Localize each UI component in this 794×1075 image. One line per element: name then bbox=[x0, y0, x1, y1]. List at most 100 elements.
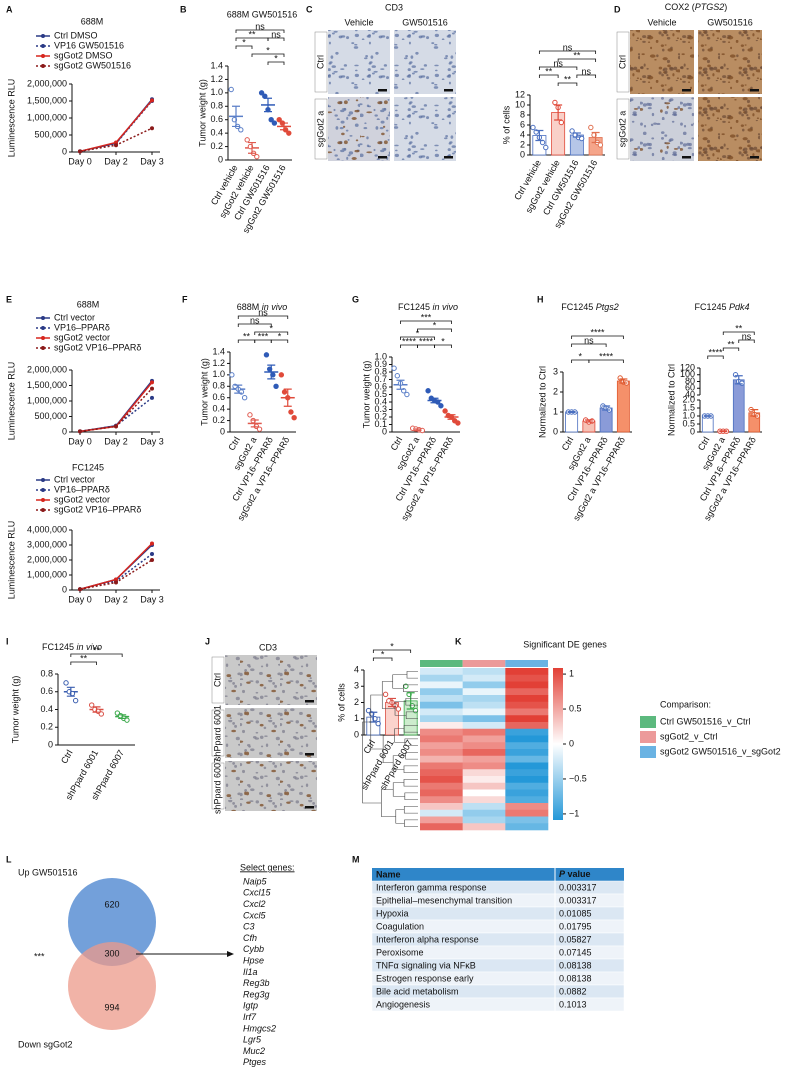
chart-title: 688M bbox=[81, 16, 104, 26]
data-point bbox=[530, 124, 536, 131]
scale-bar bbox=[444, 89, 453, 92]
significance-label: **** bbox=[419, 336, 434, 346]
y-tick-label: 0 bbox=[520, 149, 525, 159]
significance-bracket bbox=[588, 359, 624, 363]
dendrogram-branch bbox=[362, 721, 382, 804]
significance-bracket bbox=[738, 339, 755, 343]
data-point bbox=[404, 391, 410, 398]
colorbar-tick-label: −1 bbox=[569, 808, 579, 818]
error-bar bbox=[572, 132, 581, 138]
table-cell: Peroxisome bbox=[376, 947, 424, 957]
data-point bbox=[124, 717, 130, 723]
chart-title-part: in vivo bbox=[262, 302, 288, 312]
chart-title: 688M bbox=[77, 299, 100, 309]
error-bar bbox=[567, 411, 576, 413]
gene: Cybb bbox=[243, 944, 264, 954]
y-tick-label: 1,500,000 bbox=[27, 95, 67, 105]
significance-label: ** bbox=[545, 66, 553, 76]
heatmap-cell bbox=[505, 722, 549, 730]
data-point bbox=[238, 127, 244, 133]
significance-bracket bbox=[538, 74, 559, 78]
heatmap-cell bbox=[462, 708, 506, 716]
data-point bbox=[256, 426, 263, 432]
micrograph-title-part: COX2 ( bbox=[665, 2, 695, 12]
heatmap-cell bbox=[420, 816, 463, 824]
y-tick-label: 0.6 bbox=[374, 381, 387, 391]
bar bbox=[565, 411, 579, 433]
y-tick-label: 100 bbox=[680, 369, 695, 379]
legend-marker bbox=[41, 64, 45, 68]
panel-label: B bbox=[180, 4, 187, 14]
y-tick-label: 0.5 bbox=[374, 389, 387, 399]
significance-bracket bbox=[372, 649, 412, 653]
scale-bar bbox=[378, 156, 387, 159]
significance-label: * bbox=[441, 336, 445, 346]
error-bar bbox=[283, 388, 292, 407]
significance-label: ns bbox=[563, 42, 573, 52]
y-tick-label: 1 bbox=[553, 406, 558, 416]
line-point bbox=[78, 587, 82, 592]
line-point bbox=[78, 429, 82, 434]
panel-label: E bbox=[6, 294, 12, 304]
y-tick-label: 0 bbox=[218, 154, 223, 164]
table-cell: 0.003317 bbox=[559, 895, 597, 905]
heatmap-cell bbox=[420, 715, 463, 723]
legend-swatch bbox=[640, 716, 656, 728]
chart-title-part: in vivo bbox=[433, 302, 459, 312]
data-point bbox=[228, 86, 234, 93]
legend-swatch bbox=[640, 731, 656, 743]
significance-bracket bbox=[722, 331, 755, 335]
y-tick-label: 0.8 bbox=[374, 366, 387, 376]
micrograph-row-label: Ctrl bbox=[212, 673, 222, 687]
heatmap-cell bbox=[420, 782, 463, 790]
significance-label: * bbox=[242, 37, 246, 47]
heatmap-cell bbox=[505, 796, 549, 804]
table-cell: Angiogenesis bbox=[376, 999, 431, 1009]
column-annotation bbox=[462, 660, 506, 667]
panel-label: F bbox=[182, 294, 188, 304]
scale-bar bbox=[750, 89, 759, 92]
heatmap-cell bbox=[505, 816, 549, 824]
legend-marker bbox=[41, 488, 45, 492]
significance-label: ** bbox=[248, 29, 256, 39]
heatmap-cell bbox=[462, 749, 506, 757]
micrograph-row-label: shPpard 6007 bbox=[212, 758, 222, 814]
table-cell: Coagulation bbox=[376, 921, 424, 931]
chart-title: FC1245 bbox=[72, 462, 104, 472]
row-label-box bbox=[616, 98, 630, 160]
error-bar bbox=[619, 378, 628, 384]
scale-bar bbox=[682, 156, 691, 159]
micrograph bbox=[225, 761, 317, 811]
gene: Lgr5 bbox=[243, 1035, 262, 1045]
table-cell: 0.08138 bbox=[559, 973, 592, 983]
y-tick-label: 0.4 bbox=[210, 128, 223, 138]
significance-label: ns bbox=[742, 331, 752, 341]
y-tick-label: 2.0 bbox=[682, 394, 695, 404]
y-tick-label: 120 bbox=[680, 362, 695, 372]
chart-title-part: Pdk4 bbox=[729, 302, 750, 312]
gene: Reg3g bbox=[243, 989, 270, 999]
dendrogram-branch bbox=[392, 782, 405, 797]
y-axis-label: Tumor weight (g) bbox=[199, 358, 209, 426]
venn-annotation: *** bbox=[34, 951, 45, 961]
chart-title: FC1245 in vivo bbox=[42, 642, 102, 652]
line-point bbox=[150, 558, 154, 562]
chart-title: 688M in vivo bbox=[237, 302, 288, 312]
y-tick-label: 2,000,000 bbox=[27, 78, 67, 88]
y-axis-label: Luminescence RLU bbox=[6, 79, 16, 158]
heatmap-cell bbox=[462, 816, 506, 824]
error-bar bbox=[92, 706, 101, 713]
column-annotation bbox=[505, 660, 548, 667]
data-point bbox=[425, 388, 431, 394]
heatmap-cell bbox=[505, 742, 549, 750]
scale-bar bbox=[444, 156, 453, 159]
legend-marker bbox=[41, 336, 45, 340]
micrograph bbox=[630, 97, 694, 161]
heatmap-cell bbox=[462, 803, 506, 811]
heatmap-cell bbox=[420, 803, 463, 811]
scale-bar bbox=[682, 89, 691, 92]
heatmap-cell bbox=[462, 762, 506, 770]
chart-title-part: FC1245 bbox=[42, 642, 77, 652]
significance-label: * bbox=[278, 331, 282, 341]
data-point bbox=[271, 120, 278, 126]
